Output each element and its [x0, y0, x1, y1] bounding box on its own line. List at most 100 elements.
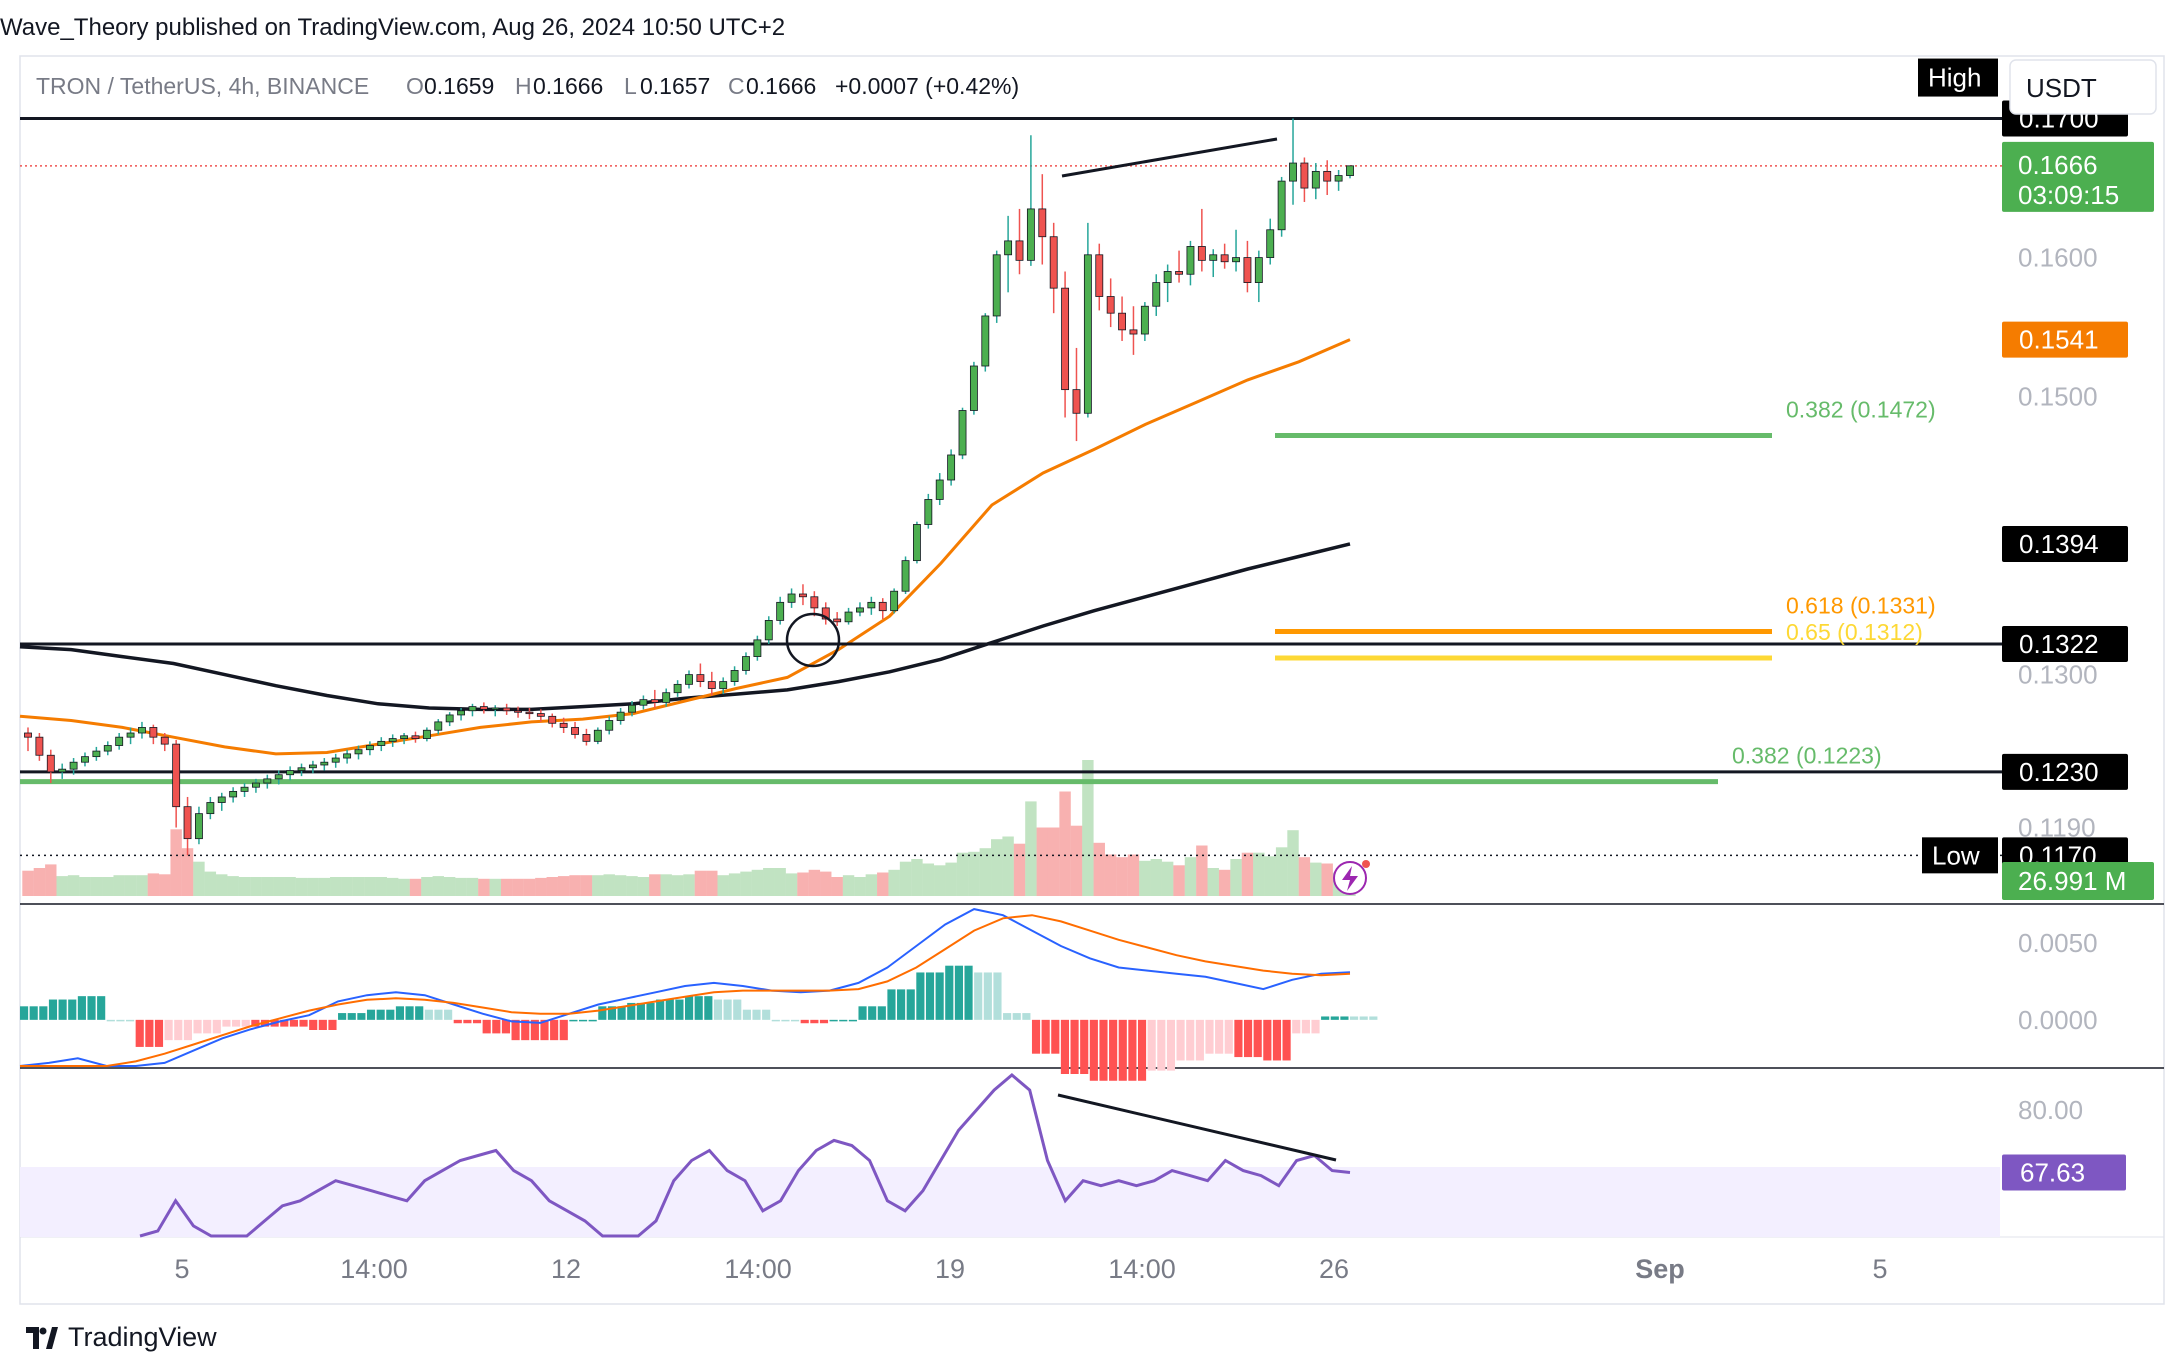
moving-averages	[19, 338, 1351, 756]
volume-bar	[717, 875, 729, 896]
macd-histogram-bar	[752, 1009, 761, 1020]
macd-histogram-bar	[58, 999, 67, 1020]
candle-body	[958, 410, 967, 456]
macd-histogram-bar	[810, 1019, 819, 1024]
macd-histogram-bar	[935, 972, 944, 1020]
candle-body	[707, 681, 716, 689]
volume-bar	[318, 877, 331, 896]
volume-bar	[1070, 825, 1083, 896]
macd-histogram-bar	[241, 1019, 250, 1027]
resistance-trendline	[1061, 137, 1278, 178]
ema-50-line	[19, 338, 1351, 756]
candle-body	[445, 714, 454, 723]
tradingview-brand[interactable]: TradingView	[26, 1322, 217, 1353]
candle-body	[422, 729, 431, 739]
publish-caption: Wave_Theory published on TradingView.com…	[0, 14, 786, 41]
candle-body	[274, 774, 283, 780]
macd-histogram-bar	[1070, 1019, 1079, 1074]
volume-bar	[660, 874, 672, 896]
level-label-box	[2002, 626, 2128, 663]
macd-histogram-bar	[386, 1009, 395, 1020]
candle-body	[434, 721, 443, 731]
volume-bar	[1275, 847, 1288, 896]
macd-histogram-bar	[983, 972, 992, 1020]
candle-body	[662, 692, 671, 703]
macd-histogram-bar	[395, 1006, 405, 1020]
volume-bar	[159, 874, 171, 896]
macd-histogram-bar	[501, 1019, 511, 1034]
macd-histogram-bar	[20, 1006, 29, 1020]
macd-histogram-bar	[280, 1019, 289, 1027]
high-tag: High	[1928, 63, 1981, 93]
volume-bar	[569, 875, 581, 896]
macd-histogram-bar	[559, 1019, 568, 1041]
volume-bar	[603, 874, 615, 896]
volume-bar	[740, 871, 752, 896]
candle-body	[935, 479, 944, 500]
macd-histogram-bar	[1215, 1019, 1224, 1054]
candle-body	[571, 727, 579, 735]
candle-body	[377, 740, 386, 746]
macd-histogram-bar	[964, 965, 973, 1020]
macd-histogram-bar	[723, 999, 732, 1020]
macd-histogram-bar	[39, 1006, 48, 1020]
volume-bar	[1321, 863, 1333, 896]
volume-bar	[785, 873, 798, 896]
level-label-box	[2002, 525, 2128, 562]
macd-histogram-bar	[424, 1009, 433, 1020]
macd-histogram-bar	[1176, 1019, 1185, 1061]
candle-body	[525, 711, 534, 715]
candle-body	[149, 727, 158, 738]
candle-body	[206, 802, 215, 815]
macd-histogram-bar	[492, 1019, 501, 1034]
macd-histogram-bar	[993, 972, 1002, 1020]
level-label-box	[2002, 321, 2128, 358]
macd-histogram-bar	[607, 1006, 617, 1020]
candle-body	[479, 706, 488, 710]
candle-body	[673, 683, 682, 694]
macd-histogram-bar	[945, 965, 954, 1020]
volume-bar	[295, 877, 308, 896]
volume-bar	[614, 875, 627, 896]
lightning-glyph-icon	[1342, 866, 1358, 891]
candle-body	[183, 806, 192, 840]
candle-body	[1197, 246, 1206, 261]
volume-bar	[136, 875, 148, 896]
macd-histogram-bar	[453, 1019, 462, 1024]
macd-histogram-bar	[906, 989, 915, 1020]
macd-histogram-bar	[1099, 1019, 1108, 1081]
volume-bar	[808, 869, 821, 896]
volume-bar	[797, 872, 809, 896]
macd-histogram-bar	[540, 1019, 549, 1041]
macd-tick: 0.0000	[2018, 1005, 2098, 1035]
candle-body	[195, 813, 203, 840]
macd-histogram-bar	[97, 996, 106, 1020]
candle-body	[103, 745, 112, 752]
macd-histogram-bar	[1243, 1019, 1253, 1058]
volume-bar	[637, 877, 650, 896]
currency-button-label[interactable]: USDT	[2026, 73, 2097, 103]
volume-bar	[865, 874, 878, 896]
time-tick: Sep	[1635, 1254, 1685, 1284]
open-value: 0.1659	[424, 73, 494, 99]
time-tick: 5	[1872, 1254, 1887, 1284]
macd-histogram-bar	[444, 1009, 453, 1020]
macd-histogram-bar	[232, 1019, 241, 1027]
currency-button[interactable]	[2009, 59, 2157, 115]
candle-body	[810, 596, 819, 609]
macd-histogram-bar	[800, 1019, 809, 1024]
macd-histogram-bar	[472, 1019, 482, 1024]
volume-bar	[455, 877, 467, 896]
volume-bar	[1230, 859, 1242, 896]
macd-histogram-bar	[868, 1006, 877, 1020]
candle-body	[1049, 236, 1058, 289]
macd-histogram-bar	[665, 999, 674, 1020]
candle-body	[1254, 257, 1263, 283]
macd-histogram-bar	[713, 999, 723, 1020]
candle-body	[1163, 271, 1172, 283]
volume-bar	[79, 877, 91, 896]
candle-body	[1323, 170, 1332, 182]
rsi-pane: 80.00 67.63	[139, 1073, 2126, 1238]
time-tick: 14:00	[724, 1254, 792, 1284]
